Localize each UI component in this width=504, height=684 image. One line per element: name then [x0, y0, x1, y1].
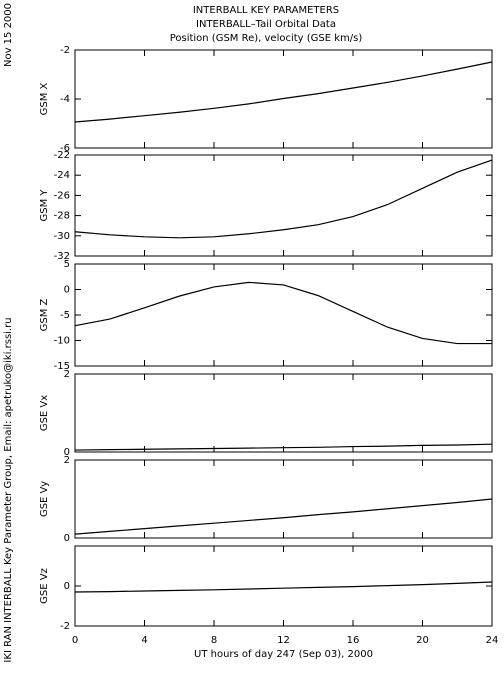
y-tick-label: -6 [60, 143, 70, 154]
y-tick-label: 0 [64, 581, 70, 592]
y-tick-label: -26 [54, 190, 70, 201]
data-line [74, 443, 493, 451]
y-tick-label: -28 [54, 211, 70, 222]
x-tick-label: 20 [416, 635, 429, 646]
title-line: INTERBALL KEY PARAMETERS [193, 5, 339, 16]
y-tick-label: -2 [60, 45, 70, 56]
credit-label: IKI RAN INTERBALL Key Parameter Group, E… [3, 317, 14, 662]
panel-frame [74, 459, 493, 539]
y-axis-label: GSE Vz [39, 568, 50, 604]
x-tick-label: 12 [277, 635, 290, 646]
title-line: Position (GSM Re), velocity (GSE km/s) [170, 33, 363, 44]
y-tick-label: 2 [64, 369, 70, 380]
data-line [74, 61, 493, 123]
title-line: INTERBALL–Tail Orbital Data [196, 19, 336, 30]
x-tick-label: 0 [72, 635, 78, 646]
y-tick-label: -5 [60, 310, 70, 321]
panel-frame [74, 545, 493, 627]
y-tick-label: 5 [64, 259, 70, 270]
y-tick-label: 0 [64, 285, 70, 296]
date-label: Nov 15 2000 [3, 3, 14, 67]
y-tick-label: 2 [64, 455, 70, 466]
y-tick-label: -24 [54, 170, 70, 181]
y-axis-label: GSM Z [39, 298, 50, 331]
x-axis-label: UT hours of day 247 (Sep 03), 2000 [194, 649, 373, 660]
panel-frame [74, 263, 493, 367]
y-tick-label: -30 [54, 231, 70, 242]
y-axis-label: GSE Vx [39, 395, 50, 431]
y-axis-label: GSE Vy [39, 481, 50, 517]
data-line [74, 581, 493, 593]
panel-frame [74, 154, 493, 257]
data-line [74, 498, 493, 535]
y-tick-label: -4 [60, 94, 70, 105]
y-axis-label: GSM Y [39, 189, 50, 222]
x-tick-label: 4 [141, 635, 147, 646]
data-line [74, 159, 493, 239]
y-tick-label: -2 [60, 621, 70, 632]
y-tick-label: 0 [64, 447, 70, 458]
y-tick-label: -15 [54, 361, 70, 372]
x-tick-label: 8 [211, 635, 217, 646]
y-tick-label: -22 [54, 150, 70, 161]
panel-frame [74, 373, 493, 453]
y-tick-label: -10 [54, 336, 70, 347]
y-tick-label: -32 [54, 251, 70, 262]
x-tick-label: 24 [486, 635, 499, 646]
y-axis-label: GSM X [39, 82, 50, 115]
y-tick-label: 0 [64, 533, 70, 544]
data-line [74, 281, 492, 345]
x-tick-label: 16 [347, 635, 360, 646]
